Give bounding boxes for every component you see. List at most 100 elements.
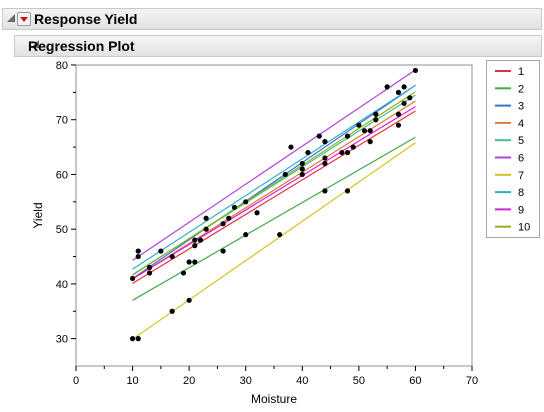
data-point (373, 117, 379, 123)
x-tick-label: 10 (126, 375, 138, 387)
data-point (299, 160, 305, 167)
legend-label-6: 6 (518, 153, 524, 165)
data-point (226, 215, 232, 221)
y-tick-label: 70 (56, 115, 68, 127)
regression-plot-title: Regression Plot (28, 38, 135, 54)
data-point (192, 243, 198, 249)
data-point (220, 248, 226, 254)
legend-label-10: 10 (518, 222, 530, 234)
data-point (243, 232, 249, 238)
data-point (169, 253, 175, 260)
data-point (135, 253, 141, 260)
data-point (203, 215, 209, 221)
data-point (305, 149, 311, 156)
x-tick-label: 70 (466, 375, 478, 387)
regression-line-10 (132, 91, 416, 276)
data-point (243, 199, 249, 205)
legend-label-7: 7 (518, 170, 524, 182)
data-point (339, 149, 345, 156)
y-tick-label: 50 (56, 224, 68, 236)
x-tick-label: 40 (296, 375, 308, 387)
data-point (322, 160, 328, 167)
legend-label-8: 8 (518, 187, 524, 199)
plot-frame (75, 64, 473, 367)
data-point (401, 100, 407, 106)
y-tick-label: 80 (56, 60, 68, 72)
data-point (288, 144, 294, 150)
data-point (384, 84, 390, 90)
response-yield-title: Response Yield (34, 11, 138, 27)
data-point (350, 144, 356, 150)
x-tick-label: 20 (183, 375, 195, 387)
regression-plot-outline-header[interactable]: Regression Plot (14, 35, 542, 57)
regression-line-9 (132, 106, 416, 280)
data-point (282, 171, 288, 178)
data-point (344, 149, 351, 156)
regression-line-6 (132, 69, 416, 261)
data-point (356, 122, 362, 128)
data-point (322, 188, 328, 194)
data-point (322, 139, 328, 145)
x-tick-label: 50 (353, 375, 365, 387)
y-tick-label: 40 (56, 279, 68, 291)
data-point (316, 133, 322, 139)
data-point (158, 248, 164, 254)
response-yield-outline-header[interactable]: Response Yield (2, 8, 542, 30)
data-point (146, 270, 153, 276)
data-point (192, 237, 198, 243)
x-tick-label: 60 (409, 375, 421, 387)
data-point (146, 264, 153, 271)
legend-label-9: 9 (518, 204, 524, 216)
data-point (129, 275, 136, 282)
disclosure-triangle-icon[interactable] (31, 40, 39, 48)
data-point (361, 128, 368, 134)
data-point (203, 226, 209, 232)
data-point (135, 336, 141, 342)
legend (486, 60, 540, 238)
data-point (367, 139, 373, 145)
x-axis-title: Moisture (251, 392, 297, 406)
x-tick-label: 30 (240, 375, 252, 387)
data-point (197, 237, 204, 243)
data-point (344, 188, 351, 194)
red-triangle-menu-icon[interactable] (17, 12, 31, 26)
x-tick-label: 0 (73, 375, 79, 387)
data-point (192, 259, 198, 265)
data-point (395, 89, 402, 95)
regression-line-7 (132, 142, 416, 340)
data-point (169, 308, 175, 314)
data-point (135, 248, 141, 254)
y-axis-title: Yield (31, 202, 45, 228)
data-point (412, 67, 419, 74)
data-point (401, 84, 407, 90)
data-point (344, 133, 351, 139)
legend-label-1: 1 (518, 66, 524, 78)
legend-label-5: 5 (518, 135, 524, 147)
data-point (277, 232, 283, 238)
y-tick-label: 30 (56, 334, 68, 346)
data-point (220, 221, 226, 227)
data-point (299, 171, 305, 178)
disclosure-triangle-icon[interactable] (7, 14, 15, 22)
regression-line-3 (132, 84, 416, 279)
data-point (180, 270, 187, 276)
data-point (395, 111, 402, 117)
legend-label-4: 4 (518, 118, 524, 130)
data-point (367, 128, 373, 134)
data-point (395, 122, 402, 128)
legend-label-3: 3 (518, 101, 524, 113)
data-point (407, 95, 413, 101)
data-point (186, 259, 192, 265)
regression-line-1 (132, 110, 416, 284)
data-point (254, 210, 260, 216)
data-point (129, 336, 136, 342)
data-point (299, 166, 305, 172)
legend-label-2: 2 (518, 83, 524, 95)
y-tick-label: 60 (56, 169, 68, 181)
data-point (186, 297, 192, 303)
regression-line-2 (132, 136, 416, 301)
data-point (231, 204, 237, 210)
data-point (373, 111, 379, 117)
data-point (322, 155, 328, 161)
